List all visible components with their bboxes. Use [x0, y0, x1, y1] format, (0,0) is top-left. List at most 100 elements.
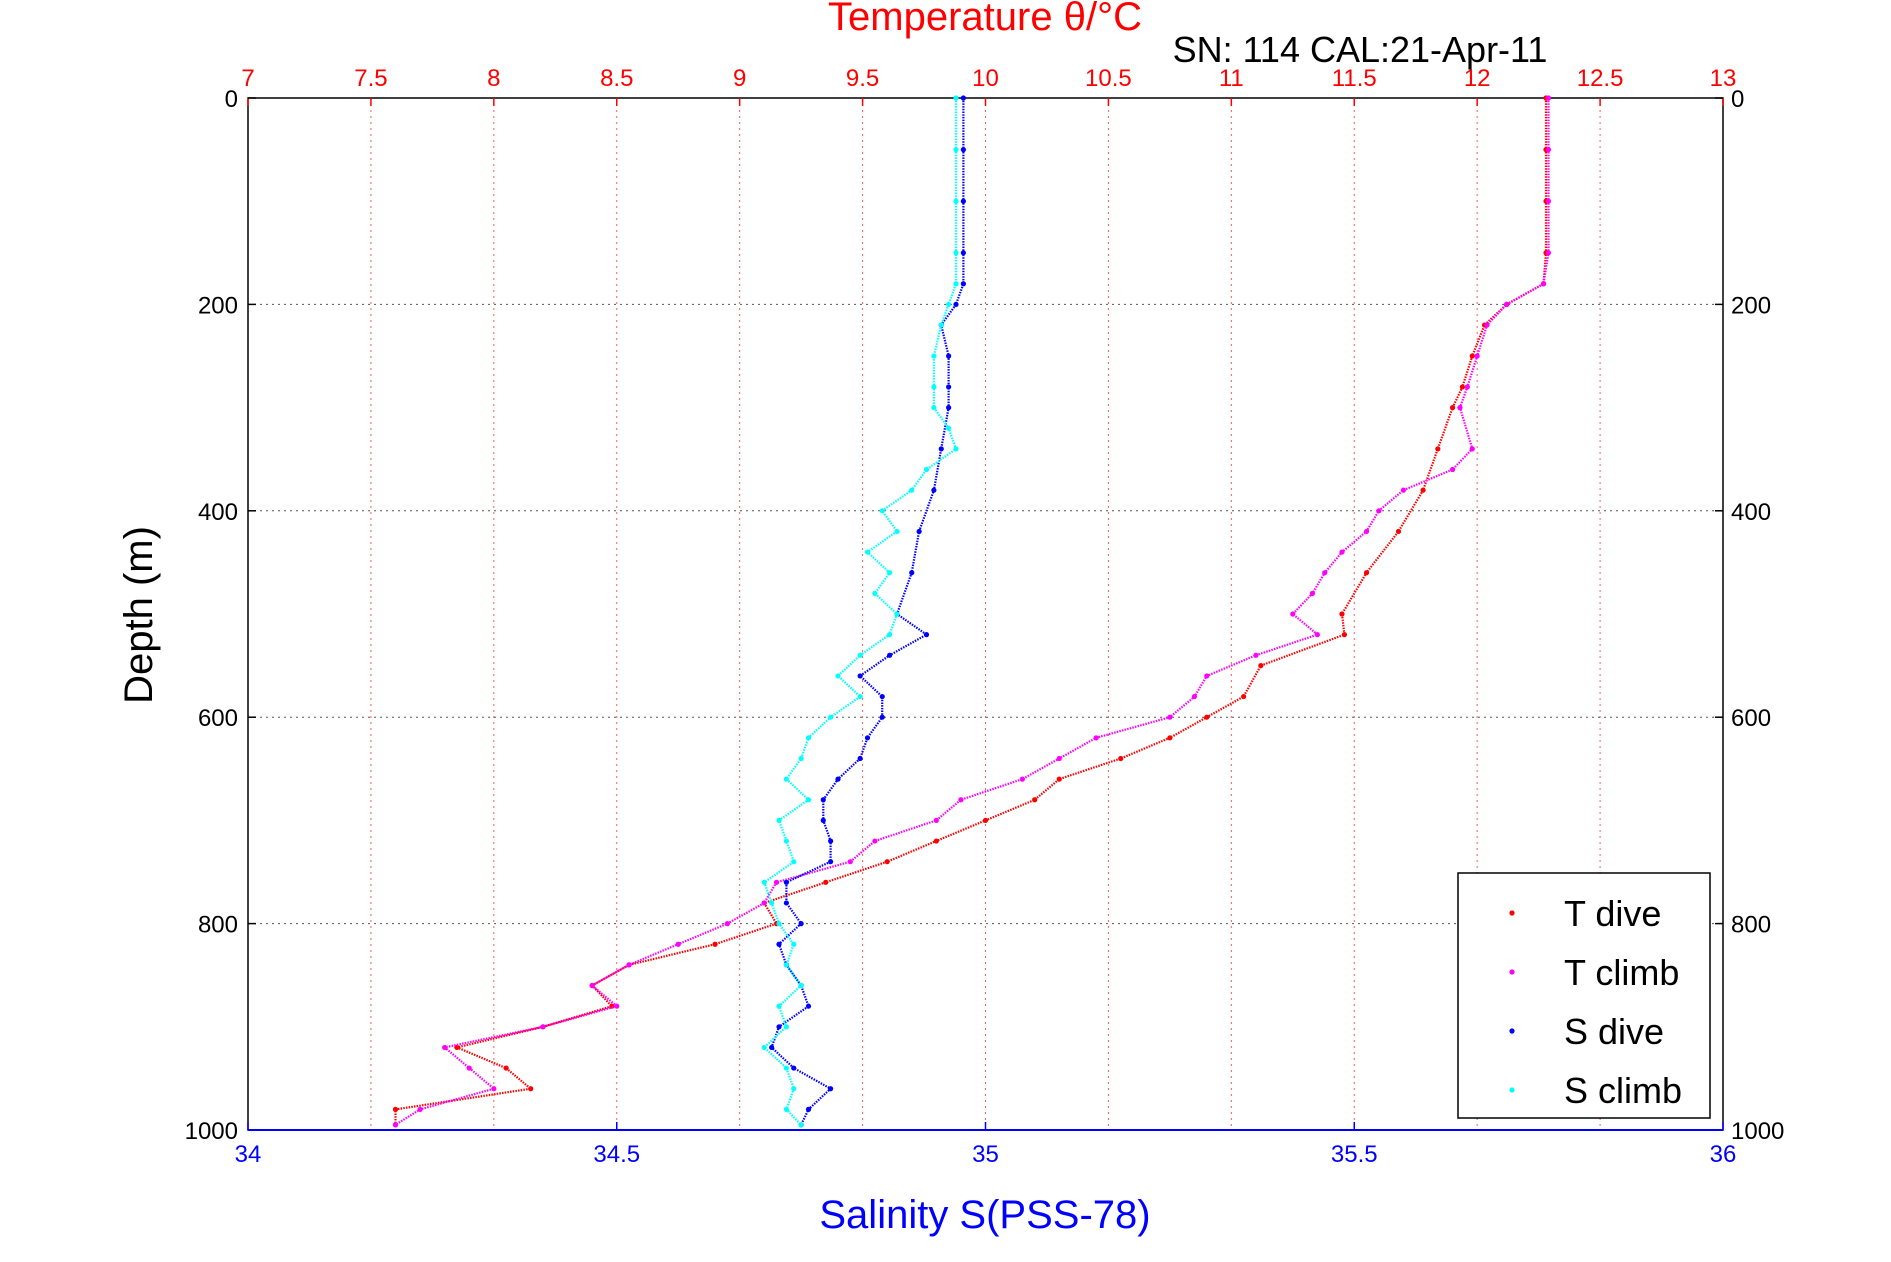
data-point-s-climb — [857, 693, 863, 700]
data-point-s-dive — [953, 301, 959, 307]
data-point-s-dive — [857, 673, 863, 679]
data-point-t-dive — [1341, 632, 1348, 638]
data-point-s-dive — [909, 570, 915, 576]
data-point-t-climb — [392, 1122, 399, 1128]
depth-tick-label-right: 1000 — [1731, 1118, 1784, 1145]
data-point-t-dive — [609, 1003, 615, 1009]
data-point-t-climb — [1376, 508, 1382, 514]
data-point-s-dive — [960, 147, 966, 153]
data-point-s-climb — [946, 301, 952, 307]
legend-box — [1457, 872, 1711, 1119]
data-point-t-dive — [933, 838, 939, 844]
data-point-s-climb — [791, 941, 797, 947]
data-point-s-dive — [820, 817, 826, 824]
data-point-t-climb — [1204, 673, 1210, 679]
data-point-t-climb — [466, 1065, 472, 1071]
data-point-s-dive — [931, 487, 937, 493]
legend-marker-s-dive — [1509, 1028, 1515, 1034]
temperature-tick-label: 7 — [241, 65, 254, 92]
data-point-s-climb — [857, 652, 863, 658]
temperature-tick-label: 12.5 — [1577, 65, 1624, 92]
data-point-s-climb — [946, 425, 952, 431]
data-point-t-dive — [1395, 528, 1402, 535]
data-point-s-dive — [776, 941, 782, 947]
data-point-s-climb — [776, 817, 782, 824]
depth-tick-label: 800 — [198, 912, 238, 939]
data-point-t-climb — [1545, 95, 1552, 101]
data-point-t-dive — [982, 817, 989, 824]
data-point-t-climb — [1253, 652, 1259, 658]
data-point-s-dive — [960, 198, 966, 204]
chart-title: Temperature θ/°C — [828, 0, 1142, 39]
data-point-t-dive — [1435, 446, 1441, 452]
data-point-t-dive — [1469, 353, 1475, 359]
data-point-s-climb — [776, 1003, 782, 1009]
depth-tick-label: 0 — [225, 86, 238, 113]
legend-marker-t-dive — [1509, 910, 1515, 916]
data-point-s-climb — [761, 879, 767, 885]
data-point-t-dive — [392, 1106, 399, 1112]
data-point-t-dive — [1241, 693, 1247, 700]
data-point-t-dive — [884, 859, 890, 865]
data-point-s-climb — [828, 714, 834, 720]
depth-tick-label: 600 — [198, 705, 238, 732]
data-point-t-climb — [589, 982, 595, 989]
data-point-s-dive — [879, 693, 885, 700]
series-line-s-climb — [762, 98, 958, 1126]
data-point-t-dive — [528, 1086, 534, 1092]
depth-tick-label-right: 800 — [1731, 912, 1771, 939]
data-point-t-climb — [1400, 487, 1407, 493]
data-point-t-dive — [1258, 663, 1264, 669]
data-point-s-dive — [864, 735, 871, 741]
data-point-t-dive — [1056, 776, 1062, 782]
data-point-t-climb — [417, 1106, 423, 1112]
temperature-tick-label: 9 — [733, 65, 746, 92]
depth-tick-label-right: 400 — [1731, 499, 1771, 526]
data-point-t-climb — [933, 817, 939, 824]
data-point-s-climb — [931, 384, 937, 390]
data-point-t-dive — [503, 1065, 509, 1071]
data-point-s-dive — [820, 797, 826, 803]
data-point-t-climb — [442, 1044, 448, 1051]
depth-tick-label-right: 0 — [1731, 86, 1744, 113]
data-point-s-dive — [938, 446, 944, 452]
legend-label-t-dive: T dive — [1564, 893, 1661, 934]
data-point-s-climb — [835, 673, 841, 679]
data-point-s-dive — [879, 714, 885, 720]
data-point-s-climb — [783, 1024, 789, 1030]
data-point-t-climb — [1545, 250, 1552, 256]
data-point-t-dive — [1339, 611, 1345, 617]
data-point-s-climb — [783, 776, 789, 782]
data-point-s-dive — [960, 281, 966, 287]
data-point-s-dive — [805, 1106, 812, 1112]
temperature-tick-label: 10 — [972, 65, 999, 92]
data-point-t-climb — [1545, 198, 1552, 204]
data-point-s-climb — [909, 487, 915, 493]
data-point-t-dive — [1449, 405, 1456, 411]
data-point-s-climb — [798, 1122, 804, 1128]
data-point-t-climb — [491, 1086, 497, 1092]
data-point-t-climb — [1474, 353, 1480, 359]
data-point-t-climb — [1469, 446, 1475, 452]
data-point-s-climb — [923, 466, 930, 473]
salinity-tick-label: 35.5 — [1331, 1141, 1378, 1168]
series-line-s-dive — [770, 98, 965, 1126]
data-point-s-dive — [783, 879, 789, 885]
data-point-s-dive — [828, 1086, 834, 1092]
depth-tick-label-right: 600 — [1731, 705, 1771, 732]
chart-subtitle: SN: 114 CAL:21-Apr-11 — [1173, 29, 1548, 70]
data-point-s-dive — [776, 1024, 782, 1030]
data-point-t-climb — [1290, 611, 1296, 617]
data-point-s-climb — [805, 735, 812, 741]
data-point-s-climb — [953, 281, 959, 287]
data-point-t-climb — [1056, 755, 1062, 762]
data-point-s-climb — [953, 95, 959, 101]
data-point-s-dive — [916, 528, 922, 535]
data-point-t-climb — [1363, 528, 1370, 535]
temperature-tick-label: 7.5 — [354, 65, 387, 92]
data-point-t-climb — [1540, 281, 1547, 287]
salinity-tick-label: 35 — [972, 1141, 999, 1168]
data-point-t-climb — [872, 838, 878, 844]
data-point-t-climb — [1322, 570, 1328, 576]
